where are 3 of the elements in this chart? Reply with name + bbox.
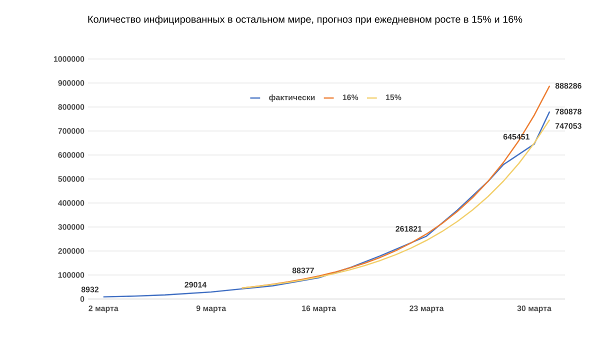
line-series [241,119,550,289]
line-series [102,110,550,298]
chart-title: Количество инфицированных в остальном мире, прогноз при ежедневном росте в 15% и 16% [88,16,522,25]
